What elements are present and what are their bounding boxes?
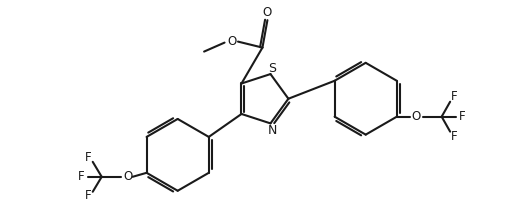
Text: O: O <box>263 6 272 19</box>
Text: F: F <box>451 130 457 143</box>
Text: F: F <box>459 110 466 123</box>
Text: O: O <box>411 110 420 123</box>
Text: F: F <box>77 170 84 183</box>
Text: F: F <box>451 90 457 103</box>
Text: F: F <box>84 189 91 202</box>
Text: S: S <box>269 62 276 75</box>
Text: O: O <box>227 35 236 48</box>
Text: O: O <box>123 170 132 183</box>
Text: F: F <box>84 151 91 164</box>
Text: N: N <box>268 124 277 137</box>
